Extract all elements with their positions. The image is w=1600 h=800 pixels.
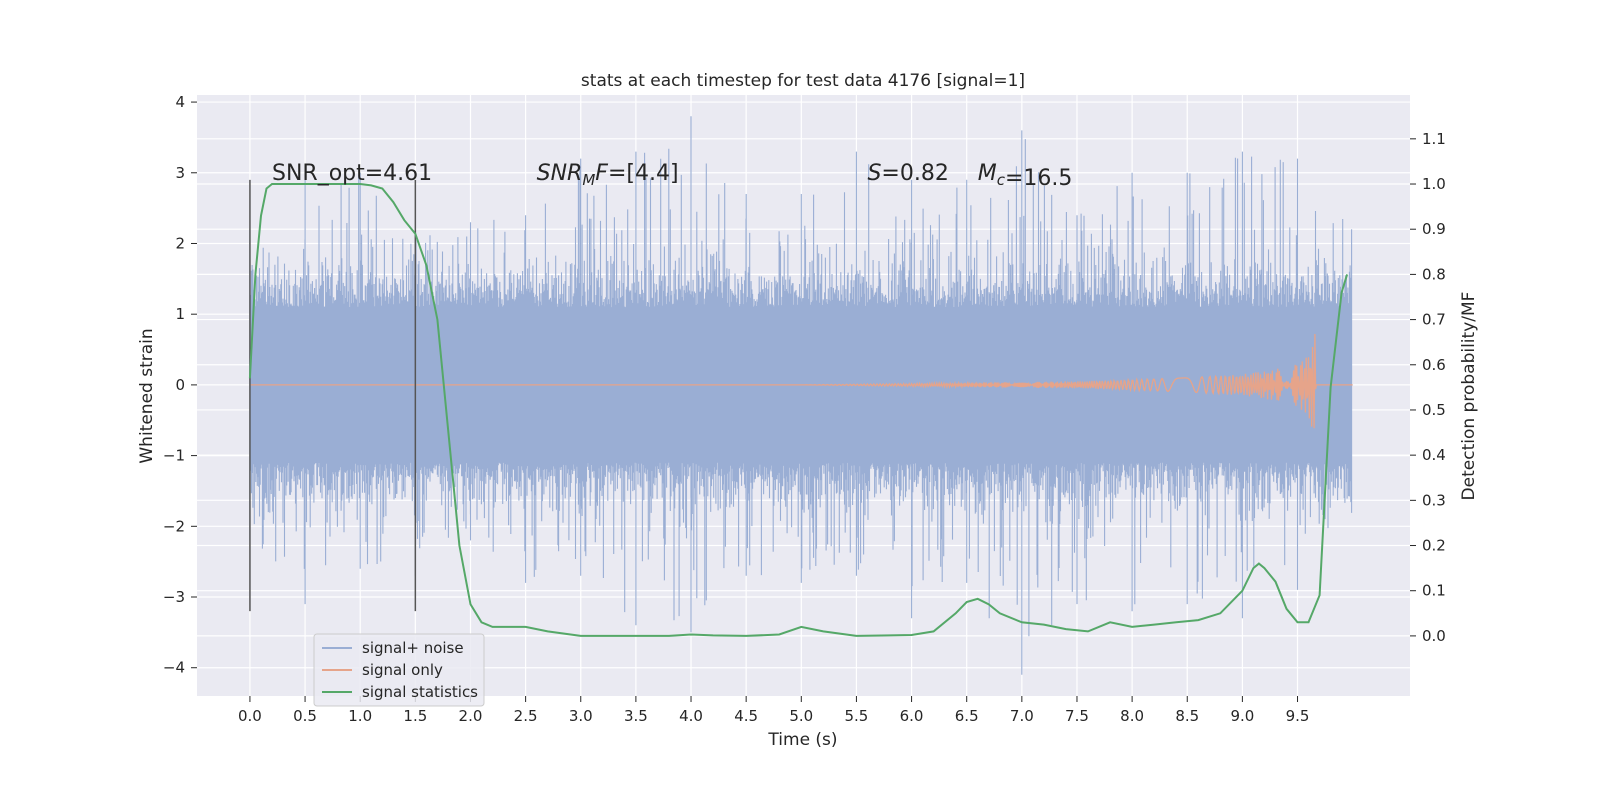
y2-tick-label: 0.0 [1422,627,1446,645]
x-tick-label: 0.5 [293,707,317,725]
annotation-s: S=0.82 [867,161,948,186]
y-axis-label: Whitened strain [137,328,157,463]
x-axis-label: Time (s) [767,730,837,750]
x-tick-label: 4.0 [679,707,703,725]
y-tick-label: −2 [163,517,185,535]
y-tick-label: 2 [175,234,185,252]
x-tick-label: 1.5 [403,707,427,725]
y2-axis: 0.0 0.1 0.2 0.3 0.4 0.5 0.6 0.7 0.8 0.9 1.0 1.1 [1410,130,1446,645]
x-tick-label: 0.0 [238,707,262,725]
y-tick-label: 0 [175,376,185,394]
y2-tick-label: 1.1 [1422,130,1446,148]
x-tick-label: 9.5 [1286,707,1310,725]
annotation-snr_mf: SNRMF=[4.4] [537,161,679,189]
x-tick-label: 8.5 [1175,707,1199,725]
legend-box [313,633,485,707]
y2-axis-label: Detection probability/MF [1459,292,1479,501]
chart-title: stats at each timestep for test data 417… [581,71,1025,91]
y2-tick-label: 0.7 [1422,311,1446,329]
x-tick-label: 8.0 [1120,707,1144,725]
x-tick-label: 5.5 [845,707,869,725]
x-tick-label: 6.0 [900,707,924,725]
y2-tick-label: 0.9 [1422,220,1446,238]
y2-tick-label: 0.2 [1422,537,1446,555]
x-tick-label: 6.5 [955,707,979,725]
series-signal-statistics [248,183,1349,637]
y-tick-label: 3 [175,164,185,182]
annotations: SNR_opt=4.61 SNRMF=[4.4] S=0.82 Mc=16.5 [272,161,1072,191]
x-tick-label: 2.5 [514,707,538,725]
x-tick-label: 3.0 [569,707,593,725]
x-tick-label: 3.5 [624,707,648,725]
x-tick-label: 5.0 [789,707,813,725]
legend-label-signal-plus-noise: signal+ noise [362,639,464,657]
y-axis: −4 −3 −2 −1 0 1 2 3 4 [163,93,197,677]
y2-tick-label: 0.4 [1422,446,1446,464]
x-tick-label: 4.5 [734,707,758,725]
x-tick-label: 9.0 [1230,707,1254,725]
x-tick-label: 1.0 [348,707,372,725]
x-tick-label: 2.0 [459,707,483,725]
y2-tick-label: 0.8 [1422,265,1446,283]
y2-tick-label: 0.6 [1422,356,1446,374]
annotation-mc: Mc=16.5 [978,161,1073,191]
y-tick-label: −4 [163,659,185,677]
y-tick-label: 4 [175,93,185,111]
series-signal-only [249,333,1353,429]
legend-label-signal-only: signal only [362,661,443,679]
signal-statistics-line [248,183,1349,637]
x-axis: 0.0 0.5 1.0 1.5 2.0 2.5 3.0 3.5 4.0 4.5 5.0 5.5 6.0 6… [238,696,1309,725]
legend-label-signal-statistics: signal statistics [362,683,478,701]
y2-tick-label: 1.0 [1422,175,1446,193]
y2-tick-label: 0.5 [1422,401,1446,419]
y-tick-label: −3 [163,588,185,606]
y2-tick-label: 0.3 [1422,491,1446,509]
annotation-snr_opt: SNR_opt=4.61 [272,161,432,186]
x-tick-label: 7.0 [1010,707,1034,725]
y-tick-label: −1 [163,447,185,465]
signal-only-trace [249,333,1353,429]
y2-tick-label: 0.1 [1422,582,1446,600]
interval-markers [249,179,417,612]
y-tick-label: 1 [175,305,185,323]
x-tick-label: 7.5 [1065,707,1089,725]
legend: signal+ noise signal only signal statist… [313,633,485,707]
